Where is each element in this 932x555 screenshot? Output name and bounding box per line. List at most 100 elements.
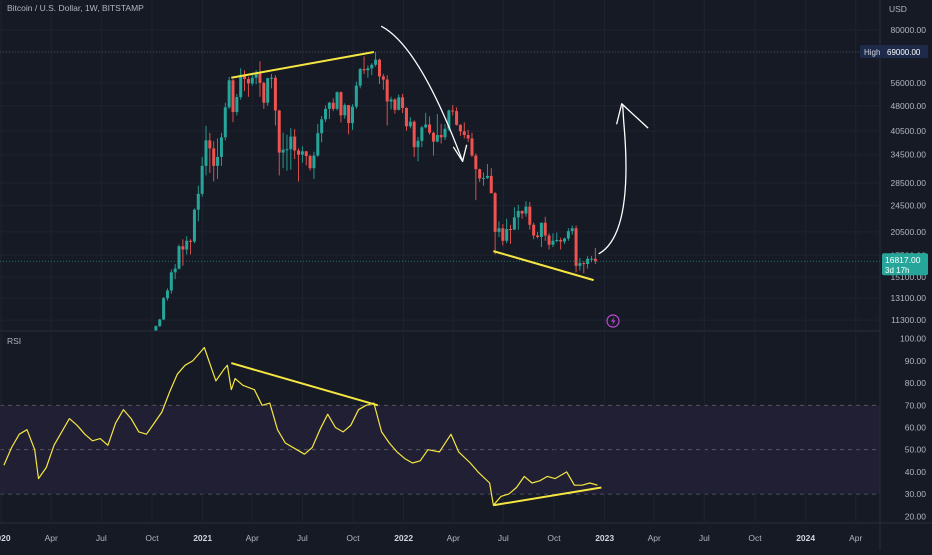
price-axis[interactable]: 80000.00 56000.00 48000.00 40500.00 34500.00…: [891, 25, 927, 325]
candle[interactable]: [570, 225, 574, 235]
candle[interactable]: [478, 168, 482, 182]
candle[interactable]: [347, 104, 351, 135]
candle[interactable]: [439, 123, 443, 144]
candle[interactable]: [223, 102, 227, 141]
candle[interactable]: [227, 76, 231, 109]
candle[interactable]: [281, 132, 285, 169]
candle[interactable]: [543, 216, 547, 241]
candle[interactable]: [273, 75, 277, 126]
candle[interactable]: [462, 122, 466, 139]
candle[interactable]: [393, 98, 397, 114]
candle[interactable]: [208, 132, 212, 173]
candle[interactable]: [474, 153, 478, 201]
down-arrow-curve[interactable]: [380, 25, 464, 162]
price-trendline[interactable]: [231, 51, 375, 79]
candle[interactable]: [212, 141, 216, 182]
candle[interactable]: [185, 236, 189, 255]
candle[interactable]: [366, 65, 370, 78]
candle[interactable]: [165, 288, 169, 301]
candle[interactable]: [343, 103, 347, 119]
candle[interactable]: [200, 156, 204, 197]
candle[interactable]: [547, 233, 551, 250]
candle[interactable]: [420, 125, 424, 148]
candle[interactable]: [416, 136, 420, 162]
last-price-badge[interactable]: 16817.00 3d 17h: [882, 253, 928, 276]
candle[interactable]: [231, 79, 235, 123]
candle[interactable]: [509, 224, 513, 244]
candle[interactable]: [189, 239, 193, 255]
rsi-trendline[interactable]: [231, 362, 379, 407]
candle[interactable]: [482, 172, 486, 186]
candle[interactable]: [578, 257, 582, 271]
candle[interactable]: [489, 168, 493, 194]
candle[interactable]: [266, 77, 270, 106]
candle[interactable]: [300, 146, 304, 163]
candle[interactable]: [239, 68, 243, 100]
candle[interactable]: [428, 116, 432, 135]
candle[interactable]: [470, 132, 474, 157]
candle[interactable]: [451, 105, 455, 116]
candle[interactable]: [385, 75, 389, 126]
candle[interactable]: [258, 61, 262, 97]
candle[interactable]: [586, 256, 590, 269]
candle[interactable]: [162, 297, 166, 321]
annotations[interactable]: [380, 25, 649, 255]
time-axis[interactable]: 2020 Apr Jul Oct 2021 Apr Jul Oct 2022 Apr Jul Oct 2…: [0, 533, 863, 543]
candle[interactable]: [289, 128, 293, 170]
rsi-axis[interactable]: 100.00 90.00 80.00 70.00 60.00 50.00 40.00 30.0…: [900, 334, 926, 522]
candle[interactable]: [555, 232, 559, 243]
up-arrow-curve[interactable]: [598, 105, 627, 255]
candle[interactable]: [512, 207, 516, 230]
candle[interactable]: [466, 129, 470, 142]
candle[interactable]: [443, 124, 447, 141]
candle[interactable]: [308, 154, 312, 171]
candle[interactable]: [563, 237, 567, 244]
candle[interactable]: [285, 134, 289, 171]
candle[interactable]: [350, 104, 354, 130]
candle[interactable]: [520, 210, 524, 219]
candle[interactable]: [169, 269, 173, 294]
candle[interactable]: [381, 73, 385, 90]
candle[interactable]: [362, 56, 366, 74]
candle[interactable]: [358, 67, 362, 89]
candle[interactable]: [516, 204, 520, 230]
candle[interactable]: [316, 123, 320, 157]
candle[interactable]: [497, 221, 501, 238]
candle[interactable]: [293, 129, 297, 160]
candle[interactable]: [243, 70, 247, 92]
candle[interactable]: [246, 76, 250, 97]
candle[interactable]: [401, 93, 405, 114]
candle[interactable]: [204, 125, 208, 176]
candle[interactable]: [324, 105, 328, 123]
candle[interactable]: [501, 224, 505, 246]
candle[interactable]: [216, 138, 220, 179]
candle[interactable]: [532, 222, 536, 240]
candle[interactable]: [196, 185, 200, 222]
rsi-trendline[interactable]: [493, 486, 602, 507]
candle[interactable]: [154, 325, 158, 331]
up-arrow-head[interactable]: [616, 103, 649, 129]
candle[interactable]: [270, 73, 274, 89]
candle[interactable]: [408, 117, 412, 129]
trendlines[interactable]: [231, 51, 602, 507]
candle[interactable]: [582, 261, 586, 274]
candle[interactable]: [397, 94, 401, 111]
candle[interactable]: [277, 109, 281, 176]
candle[interactable]: [219, 132, 223, 166]
candle[interactable]: [181, 239, 185, 266]
candle[interactable]: [566, 228, 570, 241]
candle[interactable]: [485, 164, 489, 179]
candles[interactable]: [154, 51, 597, 331]
candle[interactable]: [312, 151, 316, 179]
candle[interactable]: [505, 218, 509, 244]
candle[interactable]: [374, 51, 378, 67]
candle[interactable]: [574, 225, 578, 273]
candle[interactable]: [404, 107, 408, 131]
candle[interactable]: [539, 222, 543, 248]
candle[interactable]: [559, 237, 563, 250]
candle[interactable]: [493, 192, 497, 255]
candle[interactable]: [304, 150, 308, 166]
down-arrow-head[interactable]: [452, 144, 468, 162]
candle[interactable]: [173, 264, 177, 280]
